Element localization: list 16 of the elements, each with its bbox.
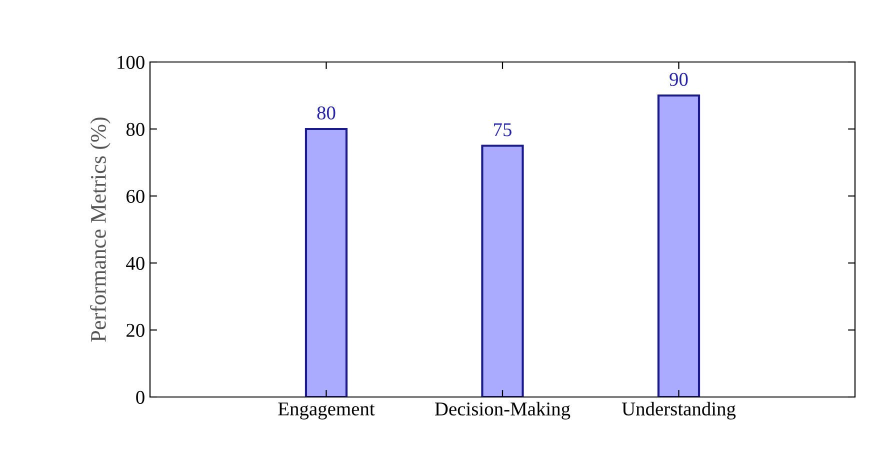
y-tick-label: 60: [126, 190, 144, 203]
y-tick-label: 40: [126, 256, 144, 270]
x-tick-label: Decision-Making: [435, 402, 570, 420]
data-label: 80: [317, 106, 336, 120]
y-tick-label: 100: [118, 56, 144, 69]
data-label: 90: [670, 72, 688, 86]
y-tick-label: 20: [126, 324, 144, 337]
x-tick-label: Engagement: [278, 402, 375, 420]
bar: [481, 144, 524, 397]
data-label: 75: [494, 123, 512, 136]
y-tick-label: 80: [126, 122, 144, 136]
bar: [657, 94, 700, 397]
bar: [304, 128, 348, 397]
y-axis-title: Performance Metrics (%): [90, 118, 110, 342]
x-tick-label: Understanding: [622, 402, 736, 420]
y-tick-label: 0: [136, 390, 144, 404]
